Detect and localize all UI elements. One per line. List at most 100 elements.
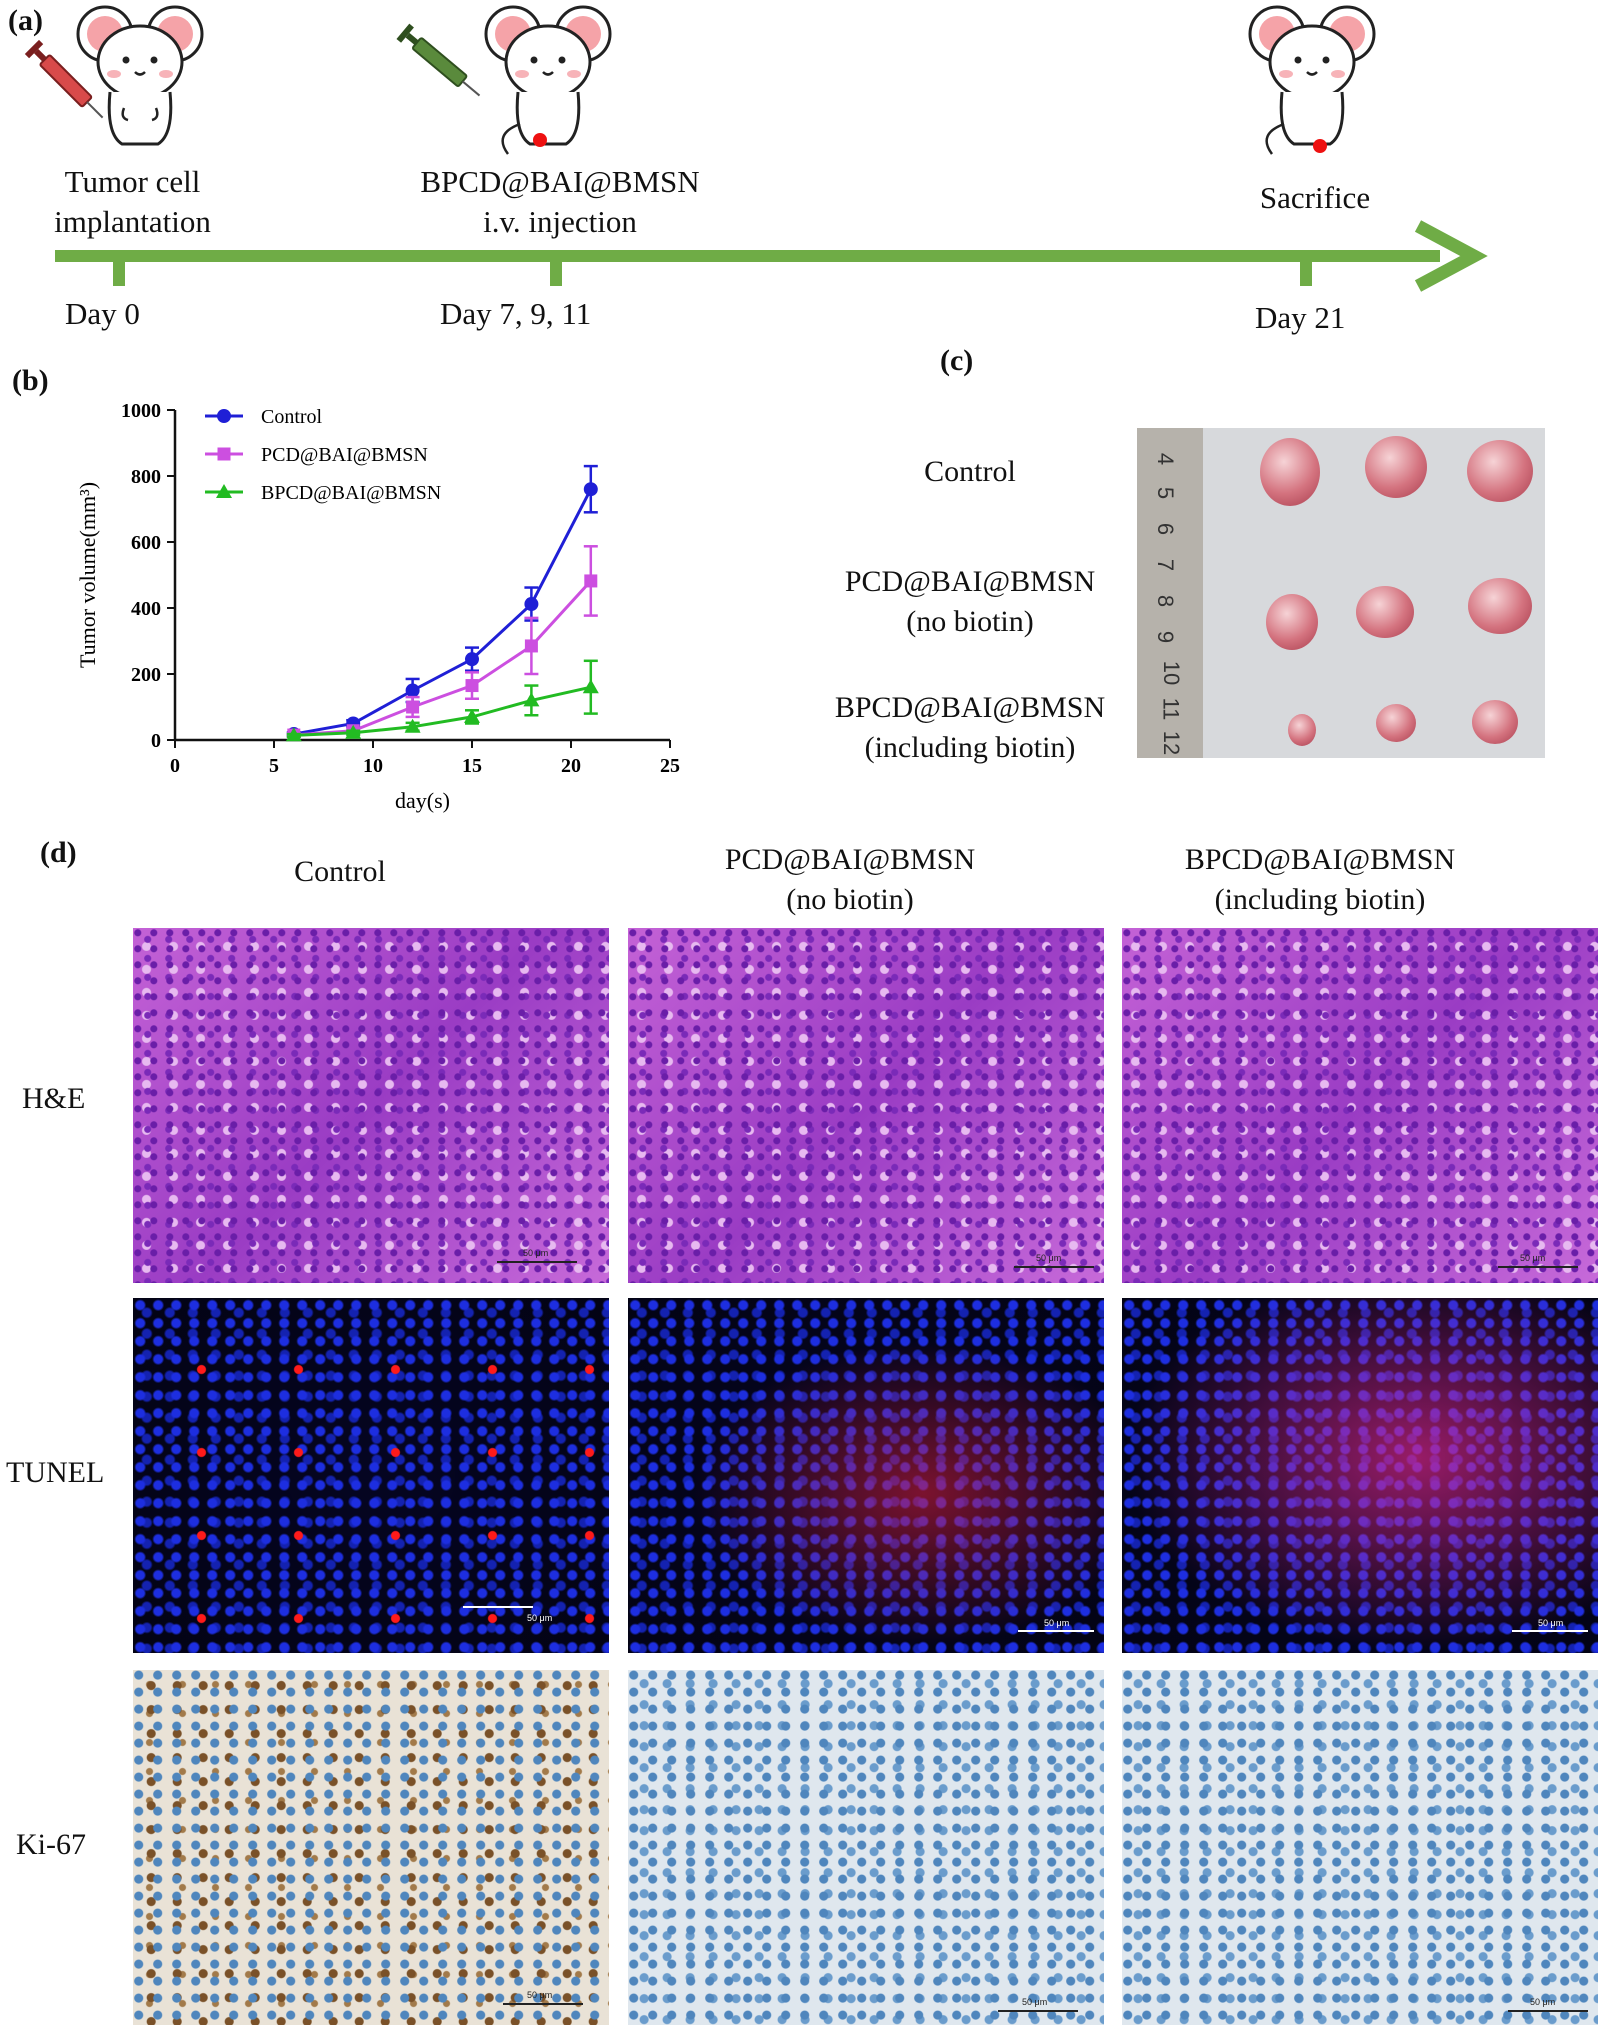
- data-point: [406, 700, 420, 714]
- event-3-day: Day 21: [1255, 300, 1346, 335]
- scale-bar: [998, 2010, 1078, 2012]
- data-point: [285, 727, 302, 742]
- x-tick-label: 10: [363, 755, 383, 777]
- y-tick-label: 1000: [121, 400, 161, 422]
- scale-bar: [1508, 2010, 1588, 2012]
- tunel-bpcd-image: 50 μm: [1122, 1298, 1598, 1653]
- scale-bar-label: 50 μm: [1538, 1618, 1564, 1628]
- data-point: [583, 482, 598, 497]
- x-tick-label: 0: [170, 755, 180, 777]
- tumor: [1288, 714, 1316, 746]
- scale-bar: [497, 1261, 577, 1263]
- x-tick-label: 20: [561, 755, 581, 777]
- data-point: [345, 724, 362, 739]
- event-1-day: Day 0: [65, 296, 140, 331]
- panel-label-a: (a): [8, 4, 43, 37]
- event-3-label: Sacrifice: [1259, 180, 1371, 215]
- scale-bar: [463, 1606, 533, 1608]
- scale-bar-label: 50 μm: [527, 1613, 553, 1623]
- tumor: [1266, 594, 1318, 650]
- x-axis-label: day(s): [395, 788, 450, 813]
- event-2-day: Day 7, 9, 11: [440, 296, 592, 331]
- series-line-2: [293, 685, 592, 737]
- scale-bar-label: 50 μm: [523, 1248, 549, 1258]
- scale-bar: [503, 2003, 583, 2005]
- series-line-1: [293, 579, 592, 737]
- tumor-group-3-label: BPCD@BAI@BMSN (including biotin): [834, 691, 1106, 764]
- y-tick-label: 0: [151, 730, 161, 752]
- tumor-group-2-label: PCD@BAI@BMSN (no biotin): [844, 565, 1096, 638]
- data-point: [524, 597, 539, 612]
- series-line-0: [293, 488, 593, 736]
- scale-bar-label: 50 μm: [1036, 1253, 1062, 1263]
- timeline-illustration: [24, 5, 1488, 292]
- scale-bar: [1498, 1266, 1578, 1268]
- panel-label-b: (b): [12, 364, 49, 397]
- panel-label-c: (c): [940, 344, 974, 377]
- data-point: [405, 683, 420, 698]
- column-header-3: BPCD@BAI@BMSN (including biotin): [1184, 843, 1456, 916]
- x-tick-label: 15: [462, 755, 482, 777]
- he-pcd-image: 50 μm: [628, 928, 1104, 1283]
- row-label-tunel: TUNEL: [6, 1456, 105, 1489]
- scale-bar: [1512, 1630, 1588, 1632]
- tumor: [1376, 704, 1416, 742]
- event-1-label: Tumor cell implantation: [54, 164, 211, 239]
- legend-marker: [217, 409, 231, 423]
- x-tick-label: 5: [269, 755, 279, 777]
- row-label-he: H&E: [22, 1082, 86, 1115]
- timeline-arrow: [55, 220, 1488, 292]
- tumor: [1365, 436, 1427, 498]
- he-bpcd-image: 50 μm: [1122, 928, 1598, 1283]
- event-2-label: BPCD@BAI@BMSN i.v. injection: [420, 164, 700, 239]
- legend-marker: [217, 447, 231, 461]
- x-tick-label: 25: [660, 755, 680, 777]
- syringe-green-icon: [396, 23, 481, 97]
- ki67-bpcd-image: 50 μm: [1122, 1670, 1598, 2025]
- tumor-group-1-label: Control: [924, 455, 1016, 488]
- tumor: [1468, 578, 1532, 634]
- ki67-pcd-image: 50 μm: [628, 1670, 1104, 2025]
- tumor-volume-chart: 0 5 10 15 20 25 0 200 400 600 800 1000 day(s) Tumor v…: [75, 400, 680, 813]
- mouse-2-icon: [484, 5, 612, 155]
- y-tick-label: 200: [131, 664, 161, 686]
- scale-bar-label: 50 μm: [1530, 1997, 1556, 2007]
- data-point: [584, 574, 598, 588]
- tumor: [1467, 440, 1533, 502]
- scale-bar-label: 50 μm: [1044, 1618, 1070, 1628]
- row-label-ki67: Ki-67: [16, 1828, 86, 1861]
- tumor: [1260, 438, 1320, 506]
- scale-bar: [1014, 1266, 1094, 1268]
- legend-marker: [216, 484, 232, 498]
- excised-tumor-photo: 4 5 6 7 8 9 10 11 12: [1137, 428, 1545, 758]
- y-tick-label: 800: [131, 466, 161, 488]
- legend-label: Control: [261, 406, 323, 428]
- panel-label-d: (d): [40, 836, 77, 869]
- scale-bar-label: 50 μm: [527, 1990, 553, 2000]
- legend-label: PCD@BAI@BMSN: [261, 444, 428, 466]
- column-header-1: Control: [294, 855, 386, 888]
- tumor: [1472, 700, 1518, 744]
- tunel-control-image: 50 μm: [133, 1298, 609, 1653]
- data-point: [582, 679, 599, 694]
- y-tick-label: 400: [131, 598, 161, 620]
- mouse-1-icon: [76, 5, 204, 146]
- legend-label: BPCD@BAI@BMSN: [261, 482, 441, 504]
- he-control-image: 50 μm: [133, 928, 609, 1283]
- y-axis-label: Tumor volume(mm³): [75, 482, 100, 668]
- ruler: 4 5 6 7 8 9 10 11 12: [1137, 428, 1203, 758]
- data-point: [465, 652, 479, 667]
- column-header-2: PCD@BAI@BMSN (no biotin): [724, 843, 976, 916]
- tumor: [1356, 586, 1414, 638]
- scale-bar-label: 50 μm: [1022, 1997, 1048, 2007]
- data-point: [464, 708, 480, 723]
- y-tick-label: 600: [131, 532, 161, 554]
- ki67-control-image: 50 μm: [133, 1670, 609, 2025]
- mouse-3-icon: [1248, 5, 1376, 155]
- scale-bar-label: 50 μm: [1520, 1253, 1546, 1263]
- tunel-pcd-image: 50 μm: [628, 1298, 1104, 1653]
- data-point: [404, 718, 421, 733]
- scale-bar: [1018, 1630, 1094, 1632]
- syringe-red-icon: [24, 39, 104, 119]
- data-point: [465, 679, 479, 693]
